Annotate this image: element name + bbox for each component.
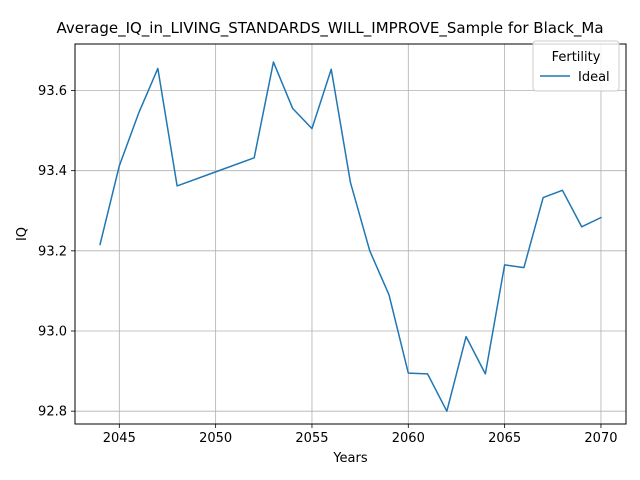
y-tick-label: 93.0: [38, 325, 67, 340]
x-tick-label: 2070: [584, 431, 617, 446]
series-layer: [99, 61, 602, 412]
legend-box: [532, 40, 620, 92]
series-line-ideal: [99, 61, 602, 412]
y-tick-label: 93.4: [38, 164, 67, 179]
y-tick-label: 93.6: [38, 84, 67, 99]
x-tick-label: 2060: [392, 431, 425, 446]
x-tick-label: 2050: [199, 431, 232, 446]
chart-title: Average_IQ_in_LIVING_STANDARDS_WILL_IMPR…: [56, 19, 603, 38]
x-tick-label: 2055: [295, 431, 328, 446]
legend-title: Fertility: [552, 50, 601, 65]
y-tick-label: 92.8: [38, 405, 67, 420]
y-tick-label: 93.2: [38, 244, 67, 259]
legend-label-ideal: Ideal: [578, 70, 610, 85]
x-tick-label: 2065: [488, 431, 521, 446]
x-axis-label: Years: [332, 451, 368, 466]
axis-ticks: 2045 2050 2055 2060 2065 2070 92.8 93.0 93.2 93.4…: [38, 84, 617, 446]
x-tick-label: 2045: [103, 431, 136, 446]
y-axis-label: IQ: [15, 227, 30, 241]
legend: Fertility Ideal: [532, 40, 620, 92]
plot-frame: [74, 43, 627, 425]
